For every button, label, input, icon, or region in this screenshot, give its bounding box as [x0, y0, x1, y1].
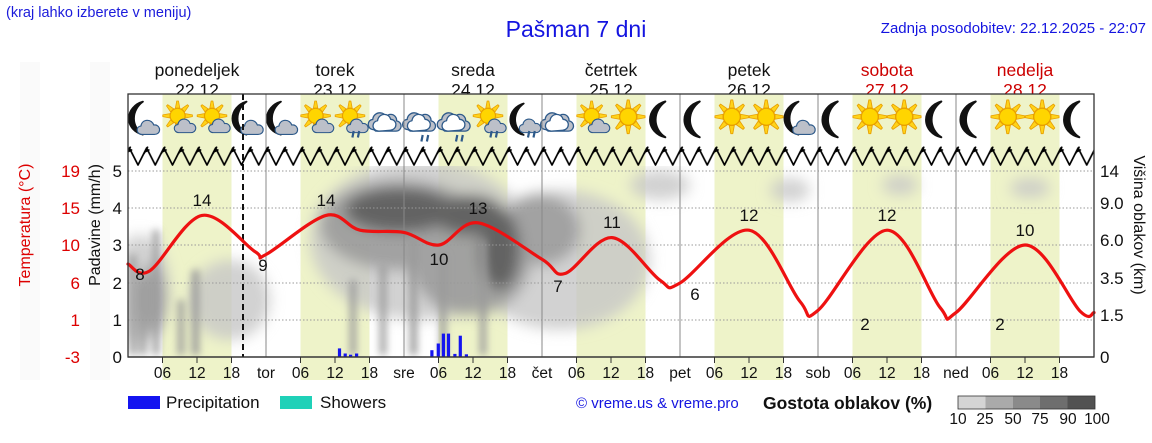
svg-text:50: 50: [1004, 411, 1022, 428]
svg-text:2: 2: [995, 315, 1004, 334]
svg-text:12: 12: [740, 206, 759, 225]
svg-text:06: 06: [568, 365, 585, 382]
svg-text:Višina oblakov (km): Višina oblakov (km): [1130, 155, 1147, 294]
svg-text:Zadnja posodobitev: 22.12.2025: Zadnja posodobitev: 22.12.2025 - 22:07: [881, 20, 1146, 37]
svg-text:12: 12: [878, 206, 897, 225]
svg-text:četrtek: četrtek: [585, 60, 638, 80]
svg-text:18: 18: [1051, 365, 1068, 382]
svg-text:18: 18: [637, 365, 654, 382]
svg-text:3.5: 3.5: [1100, 269, 1124, 288]
svg-text:12: 12: [740, 365, 757, 382]
svg-text:90: 90: [1059, 411, 1077, 428]
svg-text:6.0: 6.0: [1100, 231, 1124, 250]
svg-text:Padavine (mm/h): Padavine (mm/h): [87, 164, 104, 286]
svg-text:čet: čet: [532, 365, 553, 382]
svg-text:3: 3: [113, 236, 122, 255]
svg-text:6: 6: [71, 274, 80, 293]
svg-text:75: 75: [1031, 411, 1048, 428]
svg-text:Pašman 7 dni: Pašman 7 dni: [506, 16, 647, 42]
svg-text:10: 10: [1016, 221, 1035, 240]
svg-text:sob: sob: [806, 365, 831, 382]
svg-text:0: 0: [113, 348, 122, 367]
svg-text:1: 1: [113, 311, 122, 330]
svg-text:2: 2: [113, 274, 122, 293]
svg-text:25: 25: [976, 411, 993, 428]
svg-text:2: 2: [860, 315, 869, 334]
svg-text:14: 14: [1100, 162, 1119, 181]
svg-text:-3: -3: [65, 348, 80, 367]
svg-text:06: 06: [982, 365, 999, 382]
svg-text:6: 6: [690, 285, 699, 304]
svg-text:© vreme.us & vreme.pro: © vreme.us & vreme.pro: [576, 395, 739, 412]
svg-text:12: 12: [464, 365, 481, 382]
svg-text:5: 5: [113, 162, 122, 181]
svg-text:06: 06: [292, 365, 309, 382]
svg-text:10: 10: [430, 250, 449, 269]
svg-text:12: 12: [326, 365, 343, 382]
svg-text:14: 14: [317, 191, 336, 210]
svg-text:(kraj lahko izberete v meniju): (kraj lahko izberete v meniju): [6, 5, 191, 21]
svg-text:12: 12: [878, 365, 895, 382]
svg-text:nedelja: nedelja: [997, 60, 1054, 80]
svg-text:4: 4: [113, 199, 122, 218]
svg-text:sre: sre: [393, 365, 415, 382]
svg-text:Precipitation: Precipitation: [166, 393, 260, 412]
svg-text:ned: ned: [943, 365, 969, 382]
svg-text:sobota: sobota: [861, 60, 914, 80]
svg-text:12: 12: [1016, 365, 1033, 382]
svg-text:14: 14: [193, 191, 212, 210]
svg-text:Showers: Showers: [320, 393, 386, 412]
svg-text:9.0: 9.0: [1100, 194, 1124, 213]
svg-text:7: 7: [553, 277, 562, 296]
svg-text:petek: petek: [728, 60, 771, 80]
svg-text:15: 15: [61, 199, 80, 218]
svg-text:8: 8: [135, 265, 144, 284]
svg-text:Gostota oblakov (%): Gostota oblakov (%): [763, 393, 932, 413]
svg-text:100: 100: [1084, 411, 1110, 428]
svg-text:10: 10: [949, 411, 967, 428]
svg-text:pet: pet: [669, 365, 691, 382]
svg-text:18: 18: [361, 365, 378, 382]
svg-text:06: 06: [430, 365, 447, 382]
svg-text:18: 18: [913, 365, 930, 382]
svg-text:12: 12: [188, 365, 205, 382]
svg-text:19: 19: [61, 162, 80, 181]
svg-text:18: 18: [223, 365, 240, 382]
svg-text:1: 1: [71, 311, 80, 330]
svg-text:12: 12: [602, 365, 619, 382]
svg-text:11: 11: [603, 213, 621, 232]
svg-text:1.5: 1.5: [1100, 306, 1124, 325]
svg-text:0: 0: [1100, 348, 1109, 367]
svg-text:18: 18: [499, 365, 516, 382]
svg-text:06: 06: [844, 365, 861, 382]
svg-text:Temperatura (°C): Temperatura (°C): [17, 164, 34, 287]
svg-text:torek: torek: [316, 60, 355, 80]
svg-text:06: 06: [706, 365, 723, 382]
svg-text:18: 18: [775, 365, 792, 382]
svg-text:tor: tor: [257, 365, 275, 382]
svg-text:13: 13: [469, 199, 488, 218]
svg-text:06: 06: [154, 365, 171, 382]
svg-text:10: 10: [61, 236, 80, 255]
svg-text:9: 9: [258, 256, 267, 275]
svg-text:sreda: sreda: [451, 60, 495, 80]
svg-text:ponedeljek: ponedeljek: [155, 60, 240, 80]
